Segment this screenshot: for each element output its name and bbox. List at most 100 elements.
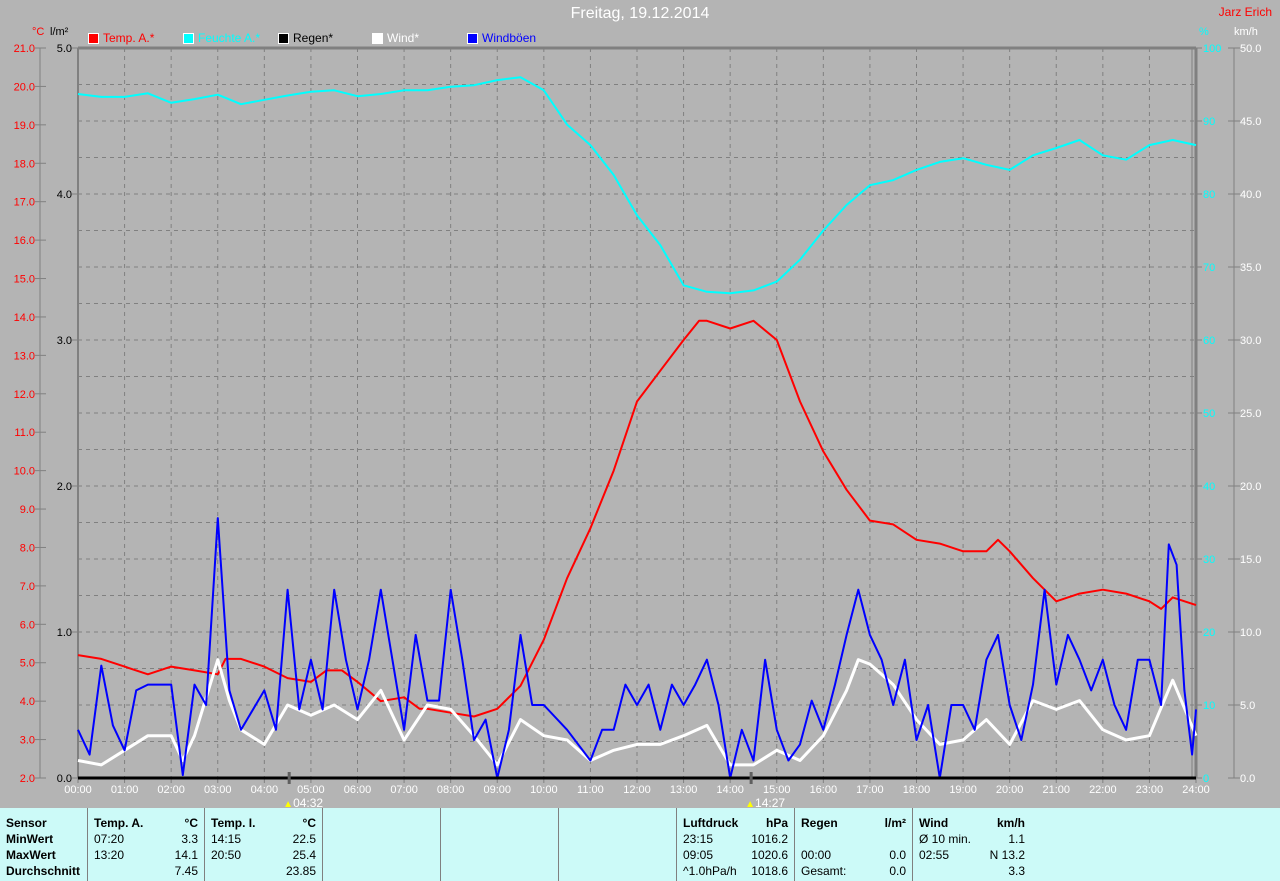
humidity-tick-label: 80 bbox=[1203, 189, 1215, 201]
x-tick-label: 04:00 bbox=[251, 784, 279, 796]
humidity-tick-label: 100 bbox=[1203, 43, 1221, 55]
table-cell-value: 3.3 bbox=[181, 832, 198, 846]
table-row: 14:15 22.5 bbox=[205, 831, 322, 847]
x-tick-label: 08:00 bbox=[437, 784, 465, 796]
humidity-tick-label: 10 bbox=[1203, 700, 1215, 712]
table-row: Luftdruck hPa bbox=[677, 815, 794, 831]
temp-tick-label: 4.0 bbox=[20, 696, 35, 708]
table-cell-value: 0.0 bbox=[889, 864, 906, 878]
temp-tick-label: 18.0 bbox=[14, 158, 35, 170]
table-row: 13:20 14.1 bbox=[88, 847, 204, 863]
table-cell-value: 1020.6 bbox=[751, 848, 788, 862]
x-tick-label: 07:00 bbox=[390, 784, 418, 796]
table-row bbox=[323, 863, 440, 879]
table-cell-label: 20:50 bbox=[211, 848, 242, 862]
table-cell-value: km/h bbox=[996, 816, 1025, 830]
weather-chart: 21.0 20.0 19.0 18.0 17.0 16.0 15.0 14.0 13.0 12.0… bbox=[14, 43, 1262, 796]
table-row: 7.45 bbox=[88, 863, 204, 879]
rain-tick-label: 3.0 bbox=[57, 335, 72, 347]
x-tick-label: 22:00 bbox=[1089, 784, 1117, 796]
humidity-tick-label: 90 bbox=[1203, 116, 1215, 128]
table-column: Luftdruck hPa 23:15 1016.2 09:05 1020.6 ^1.0hP… bbox=[677, 808, 795, 881]
table-row bbox=[559, 863, 676, 879]
legend-label: Feuchte A.* bbox=[198, 31, 261, 45]
legend-label: Temp. A.* bbox=[103, 31, 155, 45]
humidity-tick-label: 70 bbox=[1203, 262, 1215, 274]
x-tick-label: 14:00 bbox=[716, 784, 744, 796]
table-cell-value: 14.1 bbox=[174, 848, 198, 862]
temp-tick-label: 10.0 bbox=[14, 466, 35, 478]
table-cell-label: Durchschnitt bbox=[6, 864, 81, 878]
temp-axis-unit: °C bbox=[32, 26, 45, 38]
temp-tick-label: 6.0 bbox=[20, 619, 35, 631]
humidity-tick-label: 50 bbox=[1203, 408, 1215, 420]
table-cell-label: 02:55 bbox=[919, 848, 950, 862]
legend-item: Feuchte A.* bbox=[183, 31, 260, 45]
table-row: Temp. A. °C bbox=[88, 815, 204, 831]
x-tick-label: 09:00 bbox=[483, 784, 511, 796]
temp-tick-label: 3.0 bbox=[20, 735, 35, 747]
x-tick-label: 11:00 bbox=[577, 784, 604, 796]
table-cell-value: 23.85 bbox=[285, 864, 316, 878]
x-tick-label: 23:00 bbox=[1136, 784, 1164, 796]
legend-label: Regen* bbox=[293, 31, 334, 45]
wind-axis-unit: km/h bbox=[1234, 26, 1258, 38]
table-row: Wind km/h bbox=[913, 815, 1031, 831]
table-row bbox=[323, 831, 440, 847]
wind-tick-label: 30.0 bbox=[1240, 335, 1261, 347]
table-row bbox=[441, 815, 558, 831]
legend-swatch bbox=[88, 32, 99, 44]
legend-item: Temp. A.* bbox=[88, 31, 154, 45]
table-cell-value: l/m² bbox=[884, 816, 906, 830]
table-cell-value: 3.3 bbox=[1008, 864, 1025, 878]
table-cell-value: 0.0 bbox=[889, 848, 906, 862]
wind-tick-label: 25.0 bbox=[1240, 408, 1261, 420]
sun-marker-time: 14:27 bbox=[755, 796, 786, 810]
table-row: 23.85 bbox=[205, 863, 322, 879]
table-cell-label: 00:00 bbox=[801, 848, 832, 862]
table-row: Regen l/m² bbox=[795, 815, 912, 831]
table-row: 00:00 0.0 bbox=[795, 847, 912, 863]
humidity-tick-label: 20 bbox=[1203, 627, 1215, 639]
table-cell-value: 1018.6 bbox=[751, 864, 788, 878]
table-cell-value: 1.1 bbox=[1008, 832, 1025, 846]
x-tick-label: 01:00 bbox=[111, 784, 139, 796]
table-cell-label: Temp. I. bbox=[211, 816, 256, 830]
series-line-temp-a bbox=[77, 319, 1197, 718]
temp-tick-label: 17.0 bbox=[14, 197, 35, 209]
table-column bbox=[441, 808, 559, 881]
temp-tick-label: 19.0 bbox=[14, 120, 35, 132]
legend-item: Wind* bbox=[372, 31, 419, 45]
summary-table: Sensor MinWert MaxWert Durchschnitt Temp. A.… bbox=[0, 808, 1280, 881]
sunset-icon: ▲ bbox=[745, 799, 756, 810]
humidity-tick-label: 30 bbox=[1203, 554, 1215, 566]
table-cell-label: 13:20 bbox=[94, 848, 125, 862]
table-cell-value: 1016.2 bbox=[751, 832, 788, 846]
table-row bbox=[441, 863, 558, 879]
x-tick-label: 17:00 bbox=[856, 784, 884, 796]
x-tick-label: 21:00 bbox=[1042, 784, 1070, 796]
x-tick-label: 05:00 bbox=[297, 784, 325, 796]
table-cell-value: hPa bbox=[765, 816, 788, 830]
table-cell-label: 07:20 bbox=[94, 832, 125, 846]
table-row: 23:15 1016.2 bbox=[677, 831, 794, 847]
table-cell-label: ^1.0hPa/h bbox=[683, 864, 737, 878]
wind-tick-label: 20.0 bbox=[1240, 481, 1261, 493]
sun-marker: ▲14:27 bbox=[745, 796, 786, 810]
sunrise-icon: ▲ bbox=[283, 799, 294, 810]
table-cell-value: °C bbox=[302, 816, 316, 830]
table-row: MinWert bbox=[0, 831, 87, 847]
table-cell-value: 7.45 bbox=[174, 864, 198, 878]
table-row: 3.3 bbox=[913, 863, 1031, 879]
table-cell-label: Gesamt: bbox=[801, 864, 847, 878]
table-row: ^1.0hPa/h 1018.6 bbox=[677, 863, 794, 879]
x-tick-label: 02:00 bbox=[157, 784, 185, 796]
table-row bbox=[441, 847, 558, 863]
temp-tick-label: 14.0 bbox=[14, 312, 35, 324]
legend-item: Windböen bbox=[467, 31, 536, 45]
temp-tick-label: 2.0 bbox=[20, 773, 35, 785]
table-column: Temp. I. °C 14:15 22.5 20:50 25.4 23.85 bbox=[205, 808, 323, 881]
table-cell-label: Luftdruck bbox=[683, 816, 739, 830]
temp-tick-label: 7.0 bbox=[20, 581, 35, 593]
legend-label: Windböen bbox=[482, 31, 537, 45]
